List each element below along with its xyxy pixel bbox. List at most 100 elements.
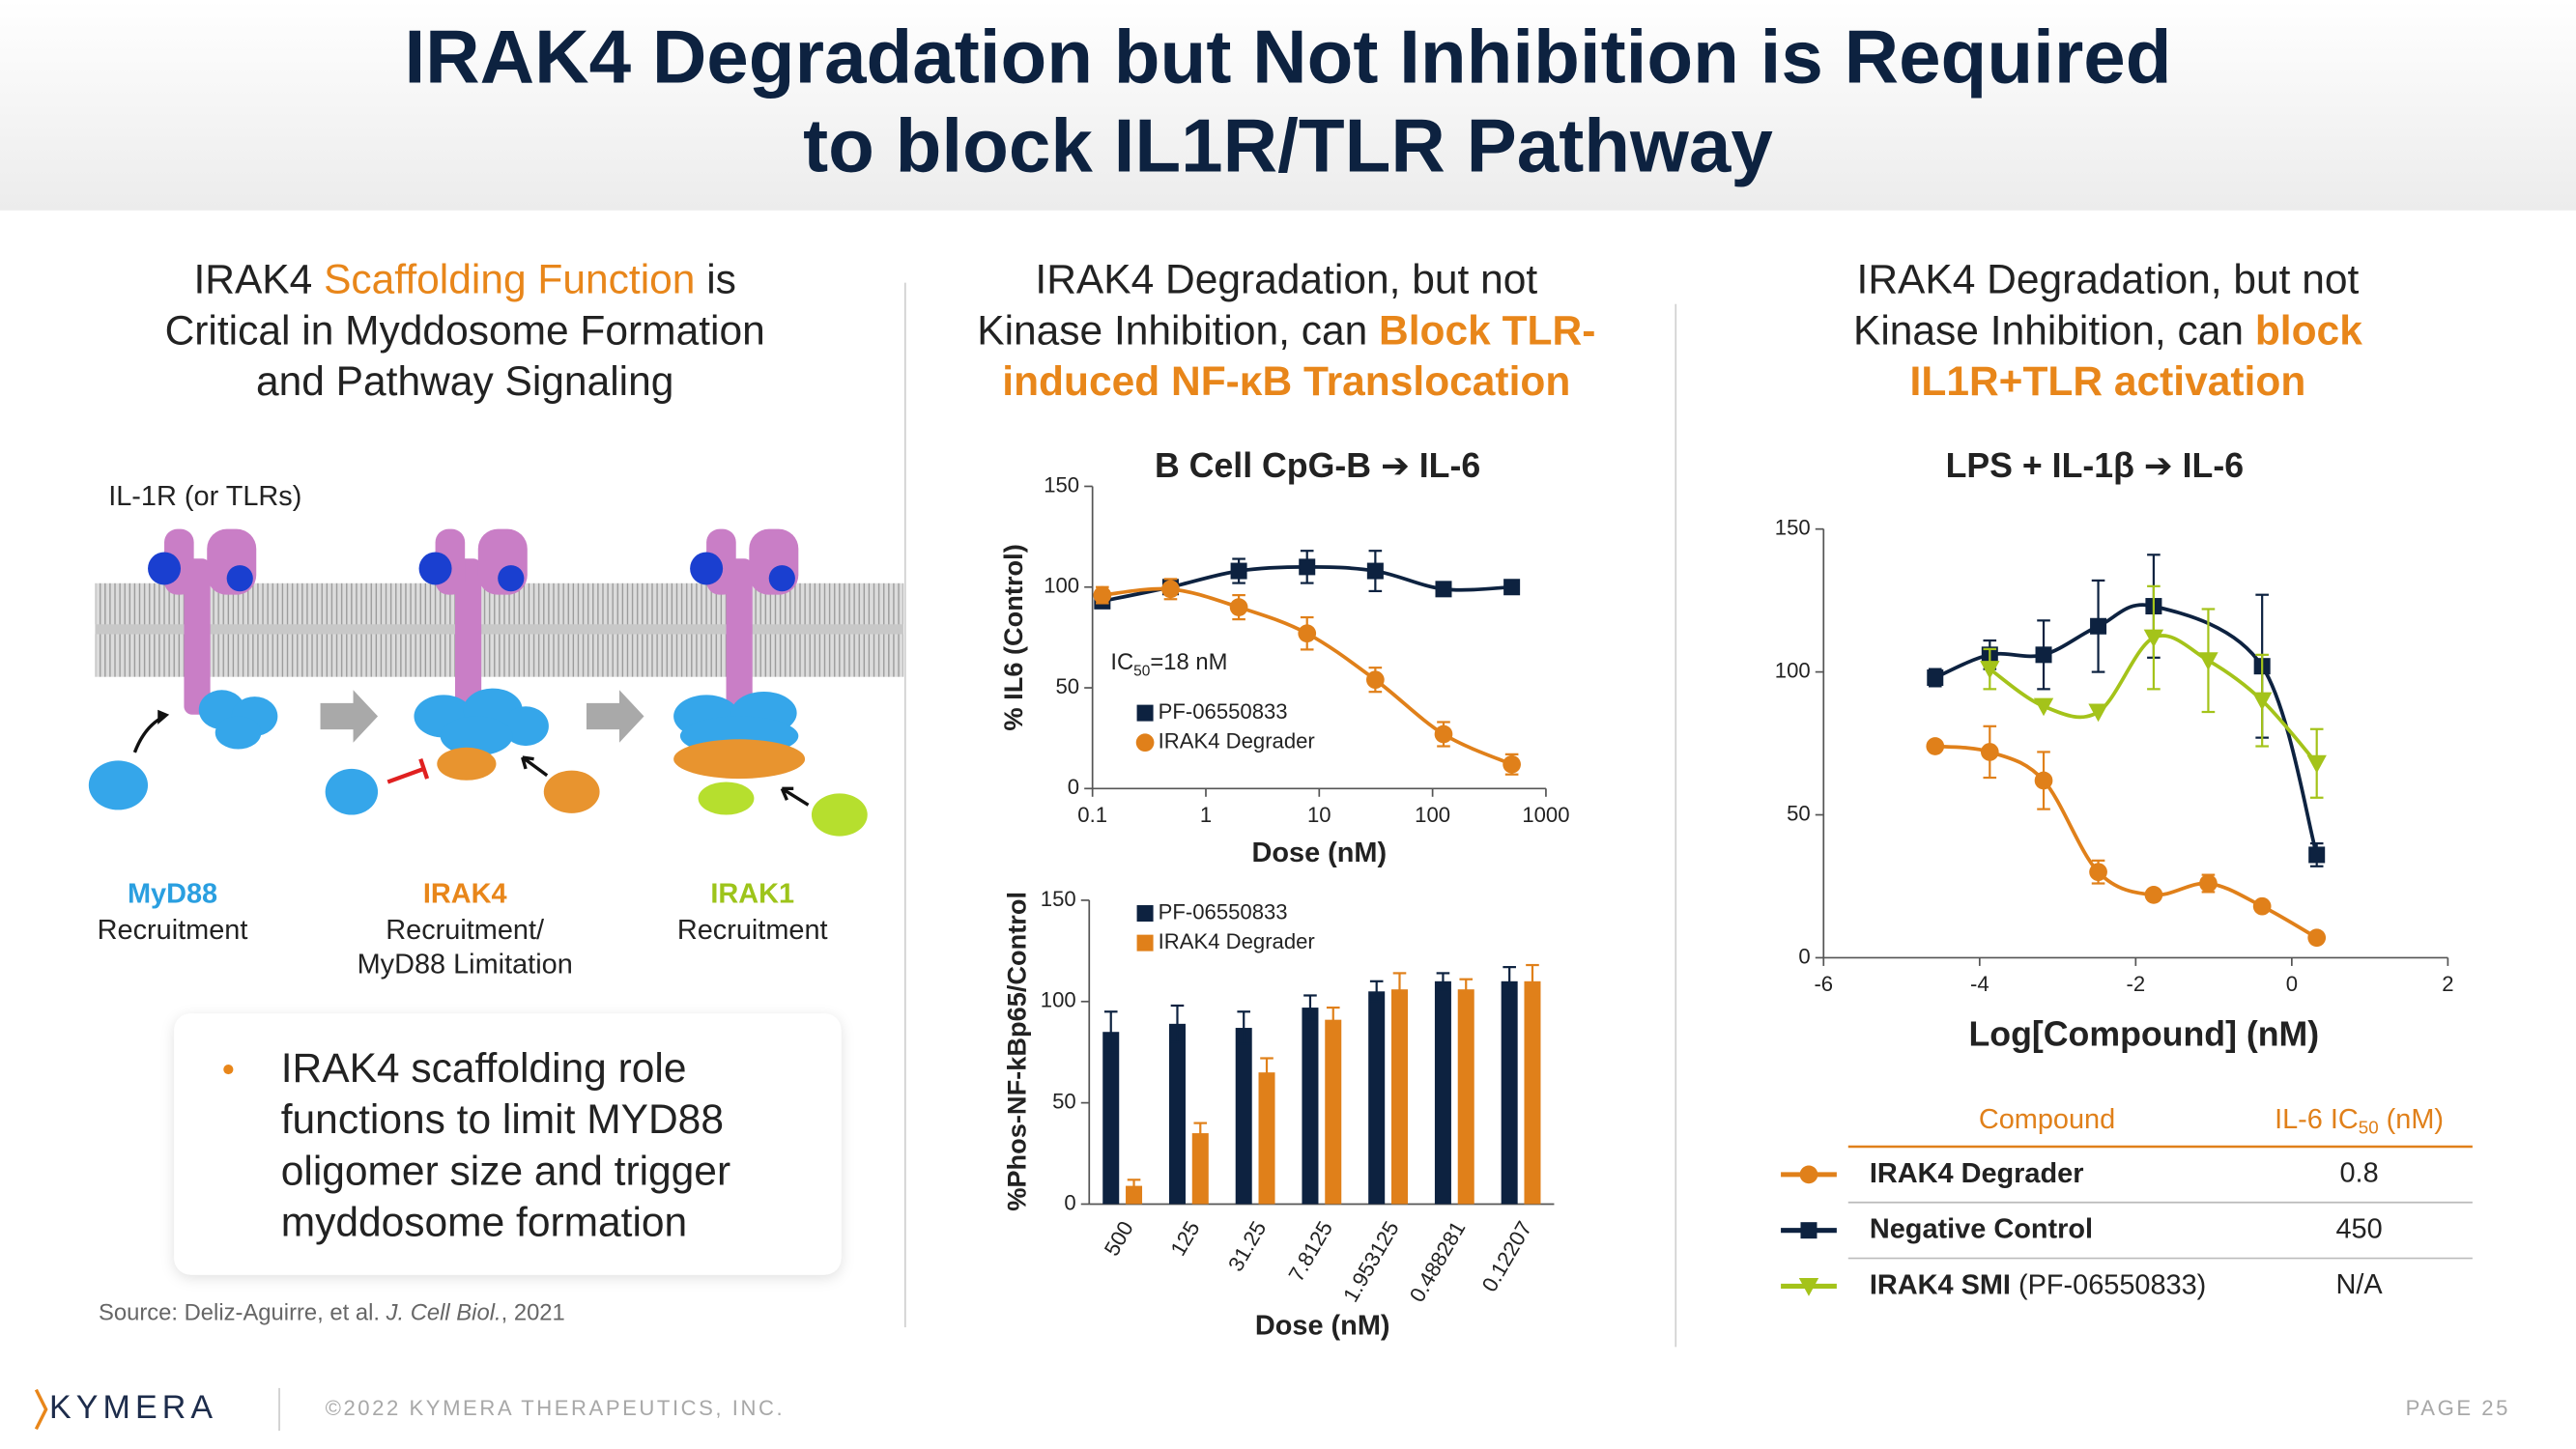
table-value: N/A — [2335, 1269, 2383, 1300]
marker — [1799, 1165, 1818, 1184]
marker — [2034, 771, 2053, 790]
text-run: IRAK4 — [193, 258, 324, 303]
x-tick-label: 2 — [2442, 972, 2453, 996]
logo-mark — [34, 1388, 48, 1431]
annotation: IC50=18 nM — [1110, 649, 1227, 679]
receptor — [184, 558, 211, 715]
text-run: 50 — [1133, 664, 1150, 680]
membrane-core — [95, 624, 904, 635]
x-tick-label: 1.953125 — [1338, 1217, 1404, 1306]
y-tick-label: 0 — [1798, 944, 1810, 968]
y-tick-label: 0 — [1064, 1190, 1075, 1214]
marker — [2033, 697, 2054, 717]
curve — [1934, 603, 2319, 856]
x-tick-label: 0 — [2286, 972, 2298, 996]
marker — [2090, 617, 2107, 635]
y-tick-label: 100 — [1044, 574, 1079, 598]
marker — [1434, 724, 1453, 744]
x-tick-label: -6 — [1814, 972, 1833, 996]
bar — [1168, 1023, 1186, 1205]
step-caption: Recruitment/ — [386, 915, 545, 946]
marker — [1798, 1277, 1819, 1296]
panel-heading: IRAK4 Degradation, but not — [1035, 258, 1537, 303]
ligand — [226, 565, 253, 592]
text-run: IRAK4 Degradation, but not — [1857, 258, 2360, 303]
text-run: Kinase Inhibition, can — [1853, 309, 2255, 355]
receptor — [726, 558, 753, 715]
marker — [1230, 562, 1247, 580]
irak4 — [437, 747, 497, 781]
bar — [1191, 1133, 1209, 1205]
step-caption: MyD88 Limitation — [358, 950, 573, 980]
legend-label: PF-06550833 — [1159, 699, 1288, 724]
bullet-dot — [223, 1064, 234, 1075]
bar — [1126, 1185, 1143, 1205]
panel-heading: Critical in Myddosome Formation — [165, 309, 765, 355]
bar — [1325, 1019, 1342, 1205]
marker — [1503, 579, 1521, 596]
text-run: block — [2255, 309, 2362, 355]
x-tick-label: 10 — [1307, 803, 1331, 827]
source: Source: Deliz-Aguirre, et al. J. Cell Bi… — [99, 1300, 565, 1326]
bar — [1102, 1032, 1120, 1205]
y-tick-label: 150 — [1044, 472, 1079, 497]
panel-heading: Kinase Inhibition, can Block TLR- — [977, 309, 1595, 355]
bullet-text: IRAK4 scaffolding role — [281, 1046, 687, 1092]
y-tick-label: 100 — [1041, 988, 1076, 1012]
y-tick-label: 50 — [1052, 1089, 1076, 1113]
marker — [2144, 885, 2163, 904]
x-tick-label: 0.1 — [1077, 803, 1107, 827]
y-axis-label: %Phos-NF-kBp65/Control — [1001, 892, 1031, 1211]
marker — [1435, 581, 1452, 598]
marker — [2089, 863, 2107, 882]
table-header: IL-6 IC50 (nM) — [2275, 1103, 2444, 1137]
text-run: J. Cell Biol. — [386, 1300, 501, 1326]
y-tick-label: 50 — [1055, 674, 1079, 698]
marker — [1161, 580, 1180, 599]
bar — [1258, 1072, 1275, 1205]
irak1 — [698, 781, 755, 815]
irak4 — [543, 770, 600, 813]
x-tick-label: 1 — [1200, 803, 1212, 827]
marker — [2308, 846, 2326, 864]
chart-title: B Cell CpG-B ➔ IL-6 — [1155, 446, 1480, 485]
bar — [1235, 1028, 1252, 1205]
x-tick-label: 500 — [1100, 1217, 1138, 1260]
irak1 — [811, 793, 868, 837]
text-run: induced NF-κB Translocation — [1002, 359, 1570, 405]
y-axis-label: % IL6 (Control) — [998, 544, 1028, 730]
table-header: Compound — [1979, 1103, 2115, 1134]
x-tick-label: 0.12207 — [1477, 1217, 1537, 1296]
text-run: IL-6 IC — [2275, 1103, 2359, 1134]
text-run: Critical in Myddosome Formation — [165, 309, 765, 355]
panel-heading: and Pathway Signaling — [256, 359, 673, 405]
y-tick-label: 150 — [1775, 516, 1811, 540]
marker — [2035, 646, 2052, 664]
step-arrow — [586, 690, 644, 743]
marker — [2306, 754, 2327, 774]
marker — [2307, 928, 2327, 948]
table-compound: Negative Control — [1870, 1213, 2093, 1244]
step-name: IRAK1 — [710, 878, 794, 909]
marker — [1980, 661, 2000, 679]
chart-title: LPS + IL-1β ➔ IL-6 — [1946, 446, 2244, 485]
marker — [2199, 874, 2218, 893]
x-tick-label: 0.488281 — [1405, 1217, 1471, 1306]
x-axis-label: Log[Compound] (nM) — [1968, 1014, 2319, 1053]
table-value: 0.8 — [2339, 1158, 2378, 1189]
diagram — [88, 528, 904, 837]
marker — [2143, 629, 2164, 648]
text-run: and Pathway Signaling — [256, 359, 673, 405]
slide-title: to block IL1R/TLR Pathway — [803, 102, 1773, 187]
text-run: , 2021 — [501, 1300, 565, 1326]
panel-heading: Kinase Inhibition, can block — [1853, 309, 2362, 355]
x-tick-label: 1000 — [1522, 803, 1569, 827]
step-caption: Recruitment — [98, 915, 248, 946]
legend-label: IRAK4 Degrader — [1159, 729, 1315, 753]
text-run: Compound — [1979, 1103, 2115, 1134]
myd88 — [440, 716, 513, 756]
bar — [1524, 980, 1541, 1205]
marker — [2251, 692, 2273, 711]
table-compound: IRAK4 SMI (PF-06550833) — [1870, 1269, 2206, 1300]
